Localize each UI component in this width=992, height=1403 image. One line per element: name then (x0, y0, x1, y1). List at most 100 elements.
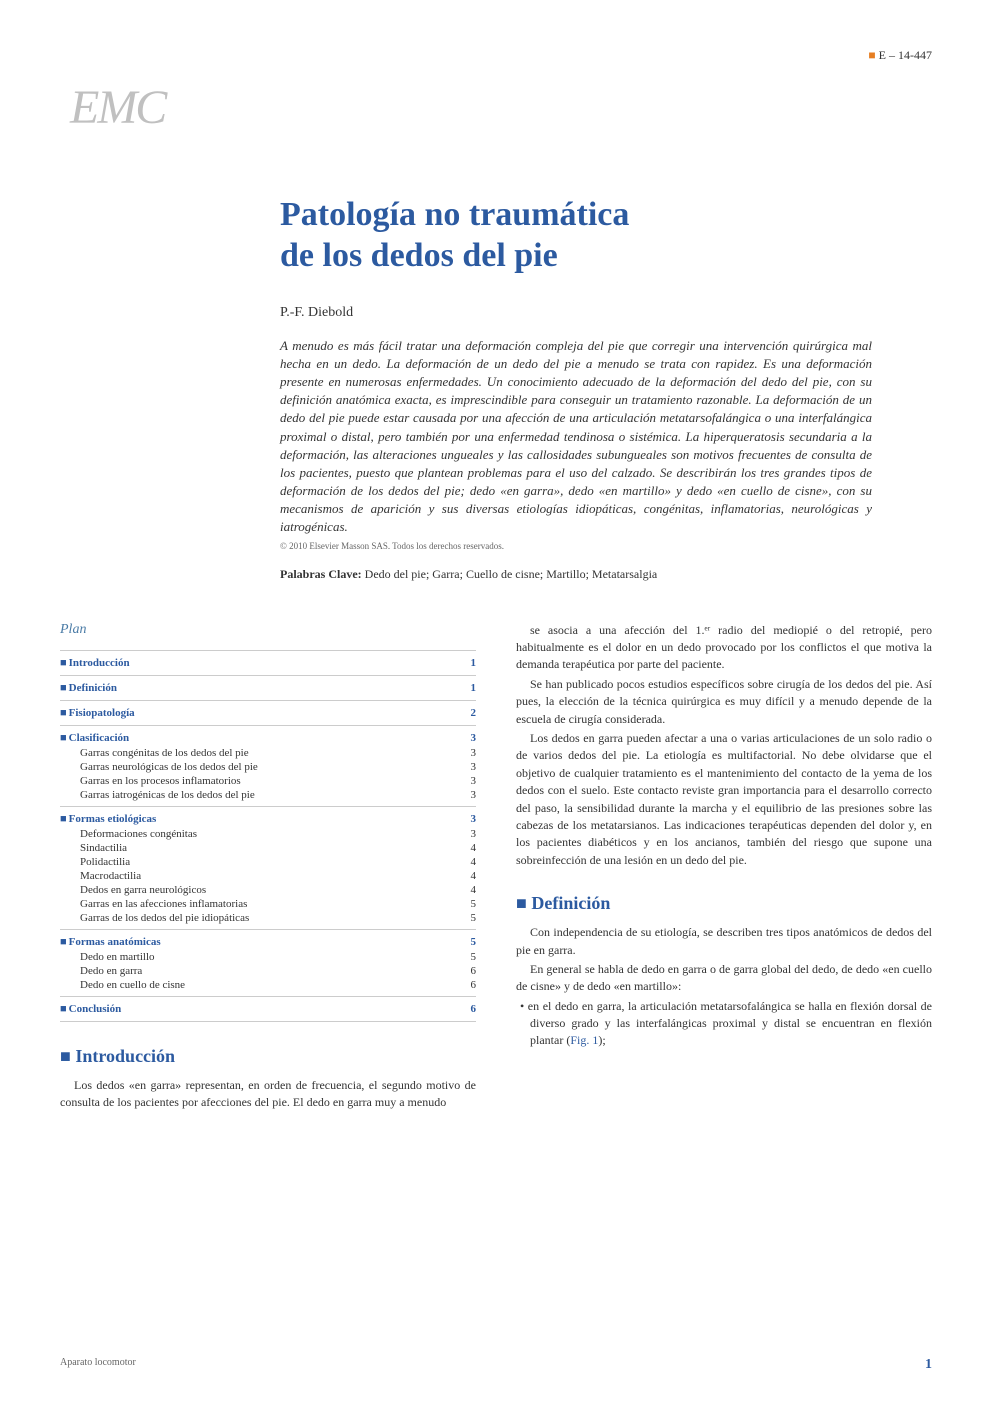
page-footer: Aparato locomotor 1 (60, 1357, 932, 1373)
toc-main-page: 6 (471, 1003, 477, 1015)
toc-sub-page: 5 (471, 898, 477, 910)
toc-section: Formas etiológicas3Deformaciones congéni… (60, 806, 476, 929)
toc-main-page: 1 (471, 657, 477, 669)
toc-sub-item[interactable]: Garras congénitas de los dedos del pie3 (60, 746, 476, 760)
toc-main-label: Formas anatómicas (69, 936, 471, 948)
definition-body: Con independencia de su etiología, se de… (516, 924, 932, 996)
toc-sub-page: 3 (471, 747, 477, 759)
toc-sub-item[interactable]: Garras en las afecciones inflamatorias5 (60, 897, 476, 911)
toc-section: Clasificación3Garras congénitas de los d… (60, 725, 476, 806)
right-body-continuation: se asocia a una afección del 1.ᵉʳ radio … (516, 622, 932, 869)
toc-section: Definición1 (60, 675, 476, 700)
toc-sub-item[interactable]: Polidactilia4 (60, 855, 476, 869)
page-number: 1 (925, 1357, 932, 1373)
toc-main-item[interactable]: Fisiopatología2 (60, 705, 476, 721)
toc-sub-item[interactable]: Garras iatrogénicas de los dedos del pie… (60, 788, 476, 802)
toc-main-label: Introducción (69, 657, 471, 669)
toc-sub-label: Garras en las afecciones inflamatorias (80, 898, 471, 910)
title-line-1: Patología no traumática (280, 196, 629, 233)
toc-sub-page: 3 (471, 789, 477, 801)
author-name: P.-F. Diebold (280, 305, 932, 321)
toc-section: Introducción1 (60, 650, 476, 675)
def-paragraph-2: En general se habla de dedo en garra o d… (516, 961, 932, 996)
keywords-value: Dedo del pie; Garra; Cuello de cisne; Ma… (362, 567, 658, 581)
publisher-logo: EMC (70, 80, 932, 135)
toc-main-label: Conclusión (69, 1003, 471, 1015)
toc-main-page: 3 (471, 732, 477, 744)
definition-heading: Definición (516, 893, 932, 914)
toc-sub-label: Garras congénitas de los dedos del pie (80, 747, 471, 759)
toc-sub-item[interactable]: Dedo en garra6 (60, 964, 476, 978)
abstract-text: A menudo es más fácil tratar una deforma… (280, 337, 872, 537)
toc-main-page: 2 (471, 707, 477, 719)
toc-sub-item[interactable]: Garras neurológicas de los dedos del pie… (60, 760, 476, 774)
toc-sub-item[interactable]: Sindactilia4 (60, 841, 476, 855)
keywords-line: Palabras Clave: Dedo del pie; Garra; Cue… (280, 567, 932, 582)
right-paragraph-3: Los dedos en garra pueden afectar a una … (516, 730, 932, 869)
toc-section: Formas anatómicas5Dedo en martillo5Dedo … (60, 929, 476, 996)
toc-main-label: Fisiopatología (69, 707, 471, 719)
toc-sub-page: 4 (471, 870, 477, 882)
right-paragraph-2: Se han publicado pocos estudios específi… (516, 676, 932, 728)
toc-sub-label: Polidactilia (80, 856, 471, 868)
toc-main-item[interactable]: Formas etiológicas3 (60, 811, 476, 827)
left-column: Plan Introducción1Definición1Fisiopatolo… (60, 622, 476, 1114)
toc-sub-label: Garras neurológicas de los dedos del pie (80, 761, 471, 773)
toc-main-page: 1 (471, 682, 477, 694)
toc-sub-label: Dedos en garra neurológicos (80, 884, 471, 896)
toc-main-label: Clasificación (69, 732, 471, 744)
toc-main-item[interactable]: Formas anatómicas5 (60, 934, 476, 950)
toc-sub-page: 3 (471, 761, 477, 773)
toc-sub-item[interactable]: Macrodactilia4 (60, 869, 476, 883)
toc-sub-label: Garras en los procesos inflamatorios (80, 775, 471, 787)
title-line-2: de los dedos del pie (280, 237, 558, 274)
toc-sub-label: Dedo en garra (80, 965, 471, 977)
keywords-label: Palabras Clave: (280, 567, 362, 581)
toc-sub-label: Macrodactilia (80, 870, 471, 882)
toc-sub-label: Garras iatrogénicas de los dedos del pie (80, 789, 471, 801)
toc-sub-page: 6 (471, 965, 477, 977)
toc-sub-page: 4 (471, 842, 477, 854)
toc-sub-item[interactable]: Dedos en garra neurológicos4 (60, 883, 476, 897)
toc-sub-item[interactable]: Deformaciones congénitas3 (60, 827, 476, 841)
toc-sub-page: 4 (471, 884, 477, 896)
toc-main-item[interactable]: Clasificación3 (60, 730, 476, 746)
toc-sub-label: Sindactilia (80, 842, 471, 854)
table-of-contents: Introducción1Definición1Fisiopatología2C… (60, 650, 476, 1022)
introduction-heading: Introducción (60, 1046, 476, 1067)
toc-main-item[interactable]: Definición1 (60, 680, 476, 696)
document-code: E – 14-447 (868, 48, 932, 63)
toc-sub-page: 3 (471, 828, 477, 840)
toc-sub-label: Deformaciones congénitas (80, 828, 471, 840)
right-paragraph-1: se asocia a una afección del 1.ᵉʳ radio … (516, 622, 932, 674)
bullet-text-post: ); (598, 1033, 605, 1047)
plan-heading: Plan (60, 622, 476, 638)
def-bullet-1: en el dedo en garra, la articulación met… (516, 998, 932, 1050)
toc-main-item[interactable]: Introducción1 (60, 655, 476, 671)
toc-sub-label: Dedo en martillo (80, 951, 471, 963)
toc-section: Fisiopatología2 (60, 700, 476, 725)
toc-sub-item[interactable]: Garras en los procesos inflamatorios3 (60, 774, 476, 788)
copyright-notice: © 2010 Elsevier Masson SAS. Todos los de… (280, 541, 932, 551)
def-paragraph-1: Con independencia de su etiología, se de… (516, 924, 932, 959)
toc-sub-page: 5 (471, 912, 477, 924)
toc-sub-item[interactable]: Dedo en cuello de cisne6 (60, 978, 476, 992)
figure-link[interactable]: Fig. 1 (570, 1033, 598, 1047)
intro-paragraph-1: Los dedos «en garra» representan, en ord… (60, 1077, 476, 1112)
toc-main-item[interactable]: Conclusión6 (60, 1001, 476, 1017)
toc-section: Conclusión6 (60, 996, 476, 1022)
toc-sub-item[interactable]: Dedo en martillo5 (60, 950, 476, 964)
article-title: Patología no traumática de los dedos del… (280, 195, 932, 277)
toc-sub-page: 6 (471, 979, 477, 991)
toc-sub-item[interactable]: Garras de los dedos del pie idiopáticas5 (60, 911, 476, 925)
footer-journal: Aparato locomotor (60, 1357, 136, 1373)
introduction-body: Los dedos «en garra» representan, en ord… (60, 1077, 476, 1112)
toc-main-page: 5 (471, 936, 477, 948)
toc-main-page: 3 (471, 813, 477, 825)
right-column: se asocia a una afección del 1.ᵉʳ radio … (516, 622, 932, 1114)
toc-sub-label: Garras de los dedos del pie idiopáticas (80, 912, 471, 924)
toc-sub-page: 4 (471, 856, 477, 868)
toc-sub-page: 3 (471, 775, 477, 787)
toc-sub-page: 5 (471, 951, 477, 963)
toc-main-label: Definición (69, 682, 471, 694)
